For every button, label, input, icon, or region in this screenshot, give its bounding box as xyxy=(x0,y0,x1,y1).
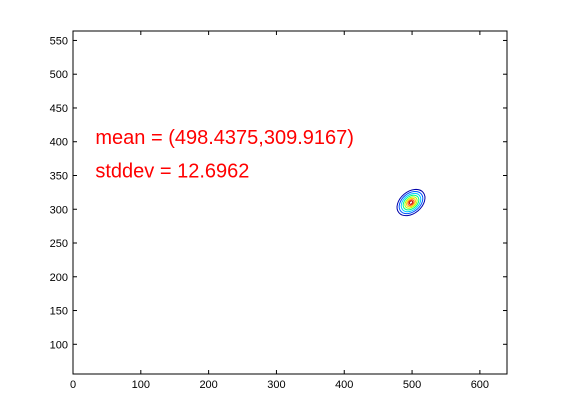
tick-group xyxy=(72,31,507,374)
contour-line xyxy=(408,200,414,205)
annotation-group: mean = (498.4375,309.9167) stddev = 12.69… xyxy=(95,127,354,183)
x-tick-label: 400 xyxy=(335,379,353,391)
y-tick-label: 350 xyxy=(50,170,68,182)
contour-line xyxy=(400,192,422,213)
x-tick-label: 300 xyxy=(267,379,285,391)
contour-line xyxy=(407,199,415,206)
y-tick-label: 250 xyxy=(50,238,68,250)
x-tick-label: 600 xyxy=(471,379,489,391)
plot-area: 0 100 200 300 400 500 600 100 150 200 250 300 350 400… xyxy=(50,30,508,391)
contour-line xyxy=(402,194,420,211)
x-tick-label: 500 xyxy=(403,379,421,391)
y-tick-label: 500 xyxy=(50,69,68,81)
axes-box xyxy=(72,30,508,375)
y-tick-label: 450 xyxy=(50,103,68,115)
contour-group xyxy=(396,188,426,217)
mean-annotation: mean = (498.4375,309.9167) xyxy=(95,127,354,149)
y-tick-label: 400 xyxy=(50,137,68,149)
x-tick-label: 100 xyxy=(132,379,150,391)
y-tick-label: 300 xyxy=(50,204,68,216)
x-tick-label: 0 xyxy=(70,379,76,391)
contour-line xyxy=(404,196,418,209)
y-tick-label: 550 xyxy=(50,35,68,47)
contour-line xyxy=(398,190,424,215)
contour-line xyxy=(406,197,416,208)
x-tick-label: 200 xyxy=(199,379,217,391)
stddev-annotation: stddev = 12.6962 xyxy=(95,161,249,183)
contour-line xyxy=(396,188,426,217)
y-tick-label: 150 xyxy=(50,306,68,318)
y-tick-label: 100 xyxy=(50,339,68,351)
y-tick-label: 200 xyxy=(50,272,68,284)
tick-label-group: 0 100 200 300 400 500 600 100 150 200 250 300 350 400… xyxy=(50,35,489,391)
